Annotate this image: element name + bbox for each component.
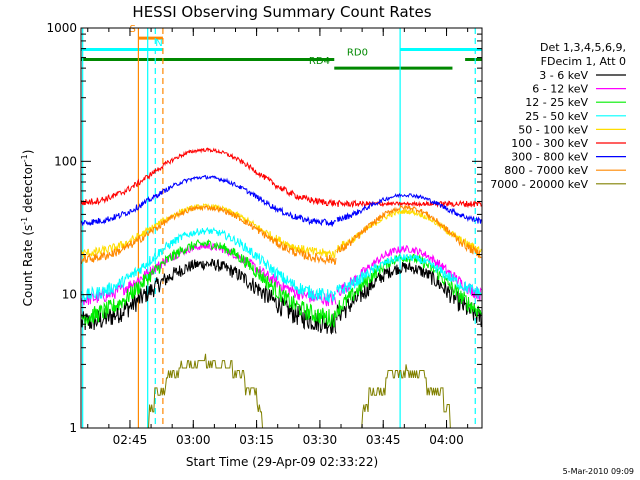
legend-label: 3 - 6 keV xyxy=(539,69,588,82)
legend-label: 300 - 800 keV xyxy=(511,151,588,164)
flag-label: RD4 xyxy=(309,56,330,67)
series-lines xyxy=(80,147,482,429)
flag-label: S xyxy=(130,24,136,35)
series-line xyxy=(80,203,337,259)
timestamp: 5-Mar-2010 09:09 xyxy=(563,467,634,476)
series-line xyxy=(80,174,337,227)
series-line xyxy=(81,353,482,429)
series-line xyxy=(80,238,337,328)
series-line xyxy=(336,199,482,209)
series-line xyxy=(80,258,337,335)
legend-label: 7000 - 20000 keV xyxy=(490,178,588,191)
x-tick-label: 04:00 xyxy=(429,433,464,447)
x-axis: 02:45 03:00 03:15 03:30 03:45 04:00 xyxy=(87,28,469,447)
series-line xyxy=(336,192,482,224)
y-tick-label: 1 xyxy=(69,421,77,435)
y-tick-label: 100 xyxy=(54,154,77,168)
legend-label: 50 - 100 keV xyxy=(518,123,588,136)
x-tick-label: 03:45 xyxy=(366,433,401,447)
x-axis-label: Start Time (29-Apr-09 02:33:22) xyxy=(186,455,378,469)
legend-label: 100 - 300 keV xyxy=(511,137,588,150)
legend-label: 6 - 12 keV xyxy=(532,83,588,96)
series-line xyxy=(336,203,482,259)
x-tick-label: 03:30 xyxy=(303,433,338,447)
series-line xyxy=(336,208,482,254)
y-axis: 1 10 100 1000 xyxy=(46,21,482,435)
x-tick-label: 03:15 xyxy=(239,433,274,447)
legend-label: 12 - 25 keV xyxy=(525,96,588,109)
flag-bars: S N RD0 RD4 xyxy=(81,24,482,70)
legend-label: 800 - 7000 keV xyxy=(504,164,588,177)
y-axis-label: Count Rate (s-1 detector-1) xyxy=(20,150,35,307)
x-tick-label: 02:45 xyxy=(113,433,148,447)
y-tick-label: 10 xyxy=(62,288,77,302)
flag-label: RD0 xyxy=(347,48,368,59)
legend-label: 25 - 50 keV xyxy=(525,110,588,123)
plot-frame xyxy=(80,27,483,429)
vertical-markers xyxy=(82,28,476,428)
series-line xyxy=(80,242,337,307)
flag-label: N xyxy=(155,38,162,49)
legend: Det 1,3,4,5,6,9, FDecim 1, Att 0 3 - 6 k… xyxy=(490,41,626,191)
series-line xyxy=(336,253,482,299)
x-tick-label: 03:00 xyxy=(176,433,211,447)
series-line xyxy=(80,147,337,208)
series-line xyxy=(80,226,337,303)
legend-title-2: FDecim 1, Att 0 xyxy=(541,55,626,68)
legend-title-1: Det 1,3,4,5,6,9, xyxy=(540,41,626,54)
series-line xyxy=(80,204,337,266)
chart-title: HESSI Observing Summary Count Rates xyxy=(132,3,431,21)
y-tick-label: 1000 xyxy=(46,21,77,35)
